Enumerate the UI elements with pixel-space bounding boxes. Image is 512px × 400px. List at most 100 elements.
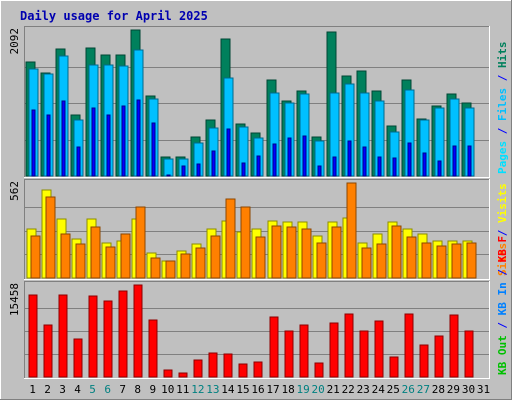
bar-kb-f-day-3 xyxy=(58,294,68,378)
legend-entry: Pages xyxy=(496,141,509,174)
bar-pages-day-19 xyxy=(302,135,307,177)
bar-pages-day-16 xyxy=(256,155,261,177)
bar-pages-day-14 xyxy=(226,128,231,177)
bar-sites-day-8 xyxy=(135,206,146,279)
x-label-day-31: 31 xyxy=(477,383,490,396)
panel-middle: 562 Sites / Visits xyxy=(8,179,509,280)
panel-top: 2092 Pages / Files / Hits xyxy=(8,26,509,178)
bar-kb-f-day-17 xyxy=(269,316,279,378)
bar-pages-day-28 xyxy=(437,160,442,177)
bar-sites-day-10 xyxy=(165,260,176,279)
bar-sites-day-29 xyxy=(451,243,462,279)
bar-sites-day-4 xyxy=(75,243,86,279)
x-label-day-13: 13 xyxy=(206,383,219,396)
bar-pages-day-4 xyxy=(76,146,81,177)
bar-pages-day-23 xyxy=(362,146,367,177)
x-label-day-11: 11 xyxy=(176,383,189,396)
x-label-day-6: 6 xyxy=(104,383,111,396)
bar-pages-day-27 xyxy=(422,152,427,177)
bar-kb-f-day-4 xyxy=(73,338,83,378)
x-label-day-10: 10 xyxy=(161,383,174,396)
x-label-day-24: 24 xyxy=(372,383,386,396)
bar-kb-f-day-15 xyxy=(238,363,248,378)
x-label-day-15: 15 xyxy=(236,383,249,396)
x-label-day-5: 5 xyxy=(89,383,96,396)
bar-sites-day-15 xyxy=(240,206,251,279)
chart-panels: 2092 Pages / Files / Hits 562 Sites / Visit… xyxy=(8,26,509,379)
legend-entry: KB Out xyxy=(496,335,509,375)
bar-pages-day-3 xyxy=(61,100,66,177)
bar-kb-f-day-28 xyxy=(434,335,444,378)
bar-kb-f-day-9 xyxy=(148,319,158,378)
bar-kb-f-day-16 xyxy=(253,361,263,378)
x-label-day-8: 8 xyxy=(134,383,141,396)
x-label-day-14: 14 xyxy=(221,383,235,396)
bar-kb-f-day-22 xyxy=(344,313,354,378)
bar-pages-day-24 xyxy=(377,156,382,177)
bar-pages-day-26 xyxy=(407,142,412,177)
bar-pages-day-25 xyxy=(392,157,397,177)
bar-kb-f-day-12 xyxy=(193,359,203,378)
legend-entry: KB F xyxy=(496,236,509,263)
x-label-day-29: 29 xyxy=(447,383,460,396)
legend-entry: / xyxy=(496,223,509,243)
bar-sites-day-16 xyxy=(255,236,266,279)
bar-sites-day-17 xyxy=(271,225,282,279)
bar-kb-f-day-23 xyxy=(359,330,369,378)
legend-entry: Visits xyxy=(496,183,509,223)
bar-pages-day-12 xyxy=(196,163,201,177)
x-label-day-27: 27 xyxy=(417,383,430,396)
bar-sites-day-19 xyxy=(301,228,312,279)
x-label-day-12: 12 xyxy=(191,383,204,396)
x-axis-labels: 1 2 3 4 5 6 7 8 9 10 11 12 13 14 15 16 17 18 19 20 21 22 23 24 2… xyxy=(29,383,490,396)
bar-sites-day-22 xyxy=(346,182,357,279)
bar-sites-day-2 xyxy=(45,196,56,279)
legend-entry: Sites xyxy=(496,243,509,276)
x-label-day-2: 2 xyxy=(44,383,51,396)
legend-entry: / xyxy=(496,121,509,141)
bar-sites-day-21 xyxy=(331,226,342,279)
bar-pages-day-9 xyxy=(151,122,156,177)
legend-entry: / xyxy=(496,68,509,88)
x-label-day-22: 22 xyxy=(342,383,355,396)
bar-sites-day-12 xyxy=(195,247,206,279)
bar-pages-day-2 xyxy=(46,114,51,177)
bar-kb-f-day-18 xyxy=(284,330,294,378)
legend-entry: / xyxy=(496,262,509,282)
x-label-day-19: 19 xyxy=(296,383,309,396)
bar-pages-day-21 xyxy=(332,156,337,177)
bar-pages-day-7 xyxy=(121,105,126,177)
bar-pages-day-15 xyxy=(241,162,246,177)
bar-kb-f-day-27 xyxy=(419,344,429,378)
bar-pages-day-18 xyxy=(287,137,292,177)
bar-pages-day-11 xyxy=(181,165,186,177)
panel-legend: Sites / Visits xyxy=(496,183,509,276)
bar-files-day-10 xyxy=(163,158,174,177)
bar-sites-day-3 xyxy=(60,233,71,279)
x-label-day-18: 18 xyxy=(281,383,294,396)
x-label-day-28: 28 xyxy=(432,383,445,396)
bar-sites-day-5 xyxy=(90,226,101,279)
bar-kb-f-day-1 xyxy=(28,294,38,378)
bar-pages-day-29 xyxy=(452,145,457,177)
bar-pages-day-8 xyxy=(136,99,141,177)
bar-sites-day-26 xyxy=(406,236,417,279)
panel-bottom: 15458 KB Out / KB In / KB F xyxy=(8,236,509,379)
x-label-day-26: 26 xyxy=(402,383,415,396)
bar-sites-day-23 xyxy=(361,247,372,279)
bar-sites-day-9 xyxy=(150,257,161,279)
x-label-day-20: 20 xyxy=(311,383,324,396)
x-label-day-23: 23 xyxy=(357,383,370,396)
x-label-day-3: 3 xyxy=(59,383,66,396)
bar-sites-day-13 xyxy=(210,235,221,279)
bar-kb-f-day-8 xyxy=(133,284,143,378)
x-label-day-9: 9 xyxy=(149,383,156,396)
bar-sites-day-27 xyxy=(421,242,432,279)
x-label-day-25: 25 xyxy=(387,383,400,396)
panel-legend: KB Out / KB In / KB F xyxy=(496,236,509,375)
bar-kb-f-day-30 xyxy=(464,330,474,378)
bar-sites-day-14 xyxy=(225,198,236,279)
x-label-day-1: 1 xyxy=(29,383,36,396)
legend-entry: Files xyxy=(496,88,509,121)
